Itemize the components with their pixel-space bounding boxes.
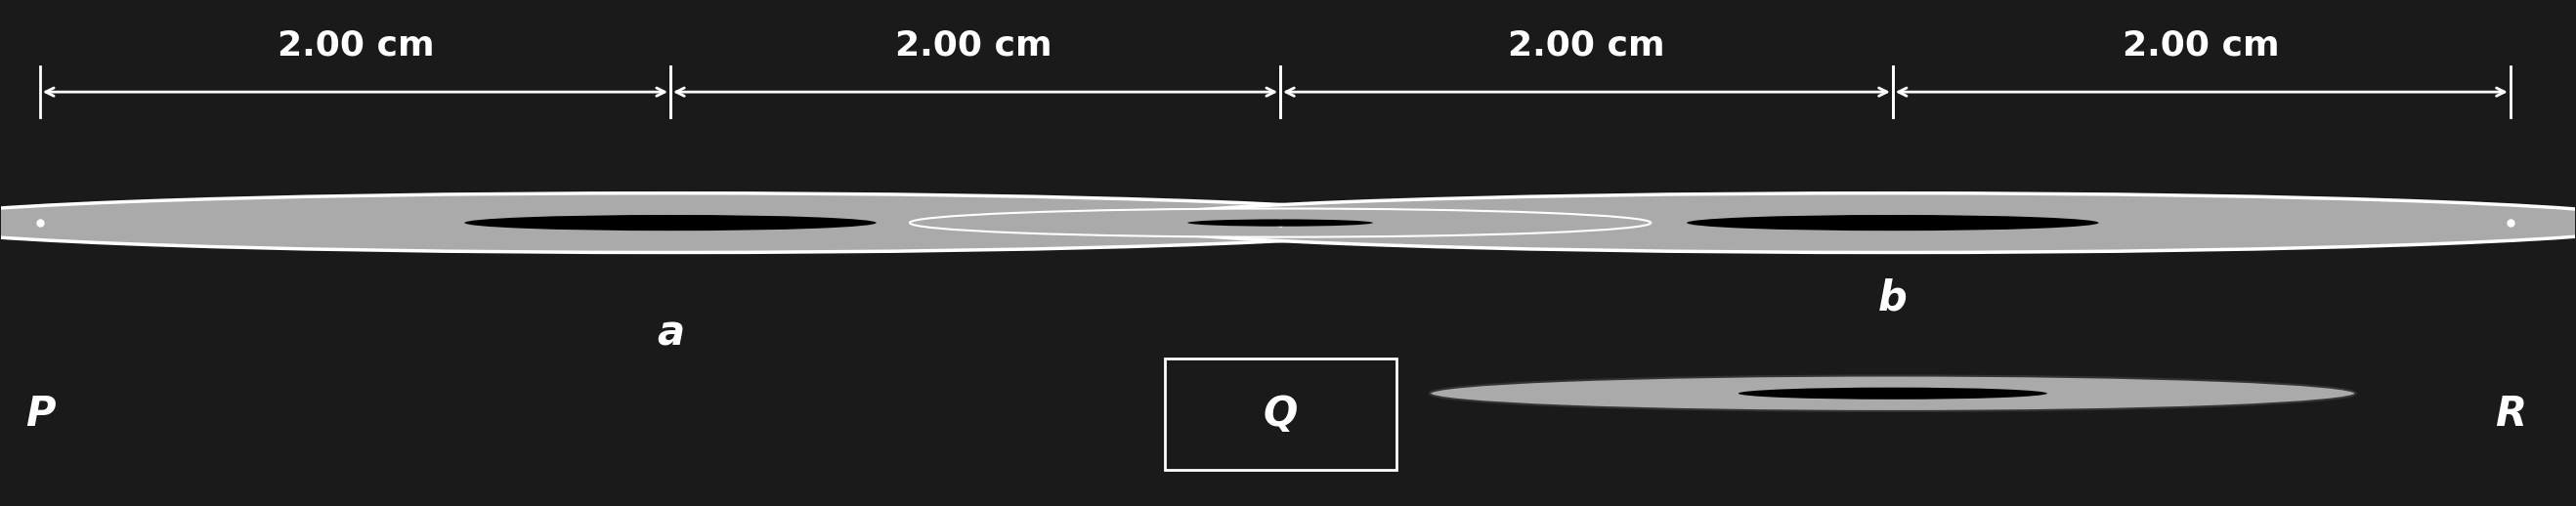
Ellipse shape <box>1188 219 1373 226</box>
Text: 2.00 cm: 2.00 cm <box>896 28 1054 62</box>
Text: 2.00 cm: 2.00 cm <box>2123 28 2280 62</box>
Text: 2.00 cm: 2.00 cm <box>1507 28 1664 62</box>
Text: 2.00 cm: 2.00 cm <box>278 28 435 62</box>
Ellipse shape <box>1430 375 2357 411</box>
Text: Q: Q <box>1262 394 1298 435</box>
Ellipse shape <box>0 193 1443 252</box>
Ellipse shape <box>1687 215 2099 231</box>
Bar <box>1164 359 1396 470</box>
Text: P: P <box>26 394 54 435</box>
Ellipse shape <box>909 208 1651 237</box>
Text: R: R <box>2494 394 2527 435</box>
Ellipse shape <box>464 215 876 231</box>
Ellipse shape <box>1739 388 2048 399</box>
Ellipse shape <box>1121 193 2576 252</box>
Text: b: b <box>1878 278 1906 319</box>
Text: a: a <box>657 313 685 354</box>
